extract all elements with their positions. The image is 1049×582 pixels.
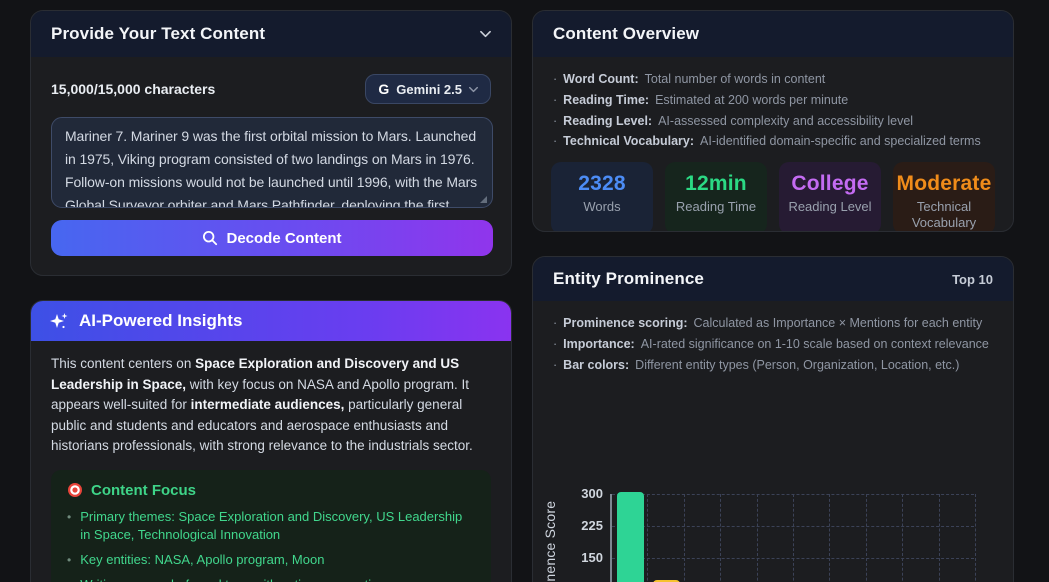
stat-label: Words — [583, 199, 621, 214]
stat-card-technical-vocabulary: Moderate Technical Vocabulary — [893, 162, 995, 231]
stat-value: Moderate — [896, 172, 992, 195]
stat-card-reading-level: College Reading Level — [779, 162, 881, 231]
content-text-input[interactable]: Mariner 7. Mariner 9 was the first orbit… — [51, 117, 493, 208]
stat-label: Technical Vocabulary — [911, 199, 977, 231]
target-icon — [68, 483, 82, 498]
chart-bar[interactable] — [653, 579, 681, 582]
search-icon — [203, 230, 218, 246]
summary-bold-text: Space Exploration and Discovery and US L… — [51, 356, 460, 392]
entity-prominence-header: Entity Prominence Top 10 — [533, 257, 1013, 301]
list-item: · Importance: AI-rated significance on 1-1… — [553, 335, 993, 354]
list-item: • Key entities: NASA, Apollo program, Moo… — [67, 551, 475, 569]
prominence-bar-chart: Prominence Score NASAMoonApollo programM… — [533, 376, 1013, 582]
character-count: 15,000/15,000 characters — [51, 81, 216, 97]
chart-gridline — [938, 494, 940, 582]
overview-bullets: · Word Count: Total number of words in con… — [533, 57, 1013, 151]
list-item: · Reading Level: AI-assessed complexity an… — [553, 112, 993, 131]
bullet-dot: · — [553, 92, 558, 107]
content-overview-panel: Content Overview · Word Count: Total numbe… — [532, 10, 1014, 232]
content-overview-title: Content Overview — [553, 24, 700, 43]
sparkles-icon — [50, 313, 68, 329]
stat-value: College — [791, 172, 869, 195]
bullet-dot: · — [553, 357, 558, 372]
top10-badge: Top 10 — [952, 271, 993, 287]
bullet-dot: · — [553, 316, 558, 330]
stat-value: 2328 — [578, 172, 626, 195]
stat-card-words: 2328 Words — [551, 162, 653, 231]
bullet-dot: · — [553, 336, 558, 351]
content-focus-list: • Primary themes: Space Exploration and D… — [67, 508, 475, 582]
entity-prominence-title: Entity Prominence — [553, 269, 704, 288]
content-focus-title: Content Focus — [91, 481, 196, 499]
content-focus-box: Content Focus • Primary themes: Space Exp… — [51, 469, 491, 582]
stat-value: 12min — [685, 172, 747, 195]
chart-y-tick-label: 225 — [581, 518, 603, 534]
chart-gridline — [793, 494, 794, 582]
decode-content-button[interactable]: Decode Content — [51, 220, 493, 256]
chart-gridline — [756, 494, 758, 582]
chart-gridline — [902, 494, 904, 582]
insights-summary: This content centers on Space Exploratio… — [31, 341, 511, 457]
list-item: · Technical Vocabulary: AI-identified doma… — [553, 132, 993, 151]
chevron-down-icon[interactable] — [480, 30, 491, 38]
list-item: · Prominence scoring: Calculated as Import… — [553, 314, 993, 333]
chart-gridline — [683, 494, 685, 582]
bullet-dot: • — [67, 576, 71, 582]
bullet-dot: · — [553, 113, 558, 128]
textarea-resize-grip[interactable] — [480, 196, 487, 203]
chart-gridline — [975, 494, 976, 582]
ai-insights-title: AI-Powered Insights — [79, 311, 243, 330]
list-item: • Primary themes: Space Exploration and D… — [67, 508, 475, 544]
summary-text: particularly general public and students… — [51, 397, 473, 454]
text-content-panel-title: Provide Your Text Content — [51, 24, 266, 43]
stat-card-reading-time: 12min Reading Time — [665, 162, 767, 231]
ai-insights-header: AI-Powered Insights — [31, 301, 511, 341]
chart-plot-area: NASAMoonApollo programMarsUnited StatesN… — [610, 492, 976, 582]
stats-row: 2328 Words 12min Reading Time College Re… — [551, 162, 995, 231]
text-content-panel: Provide Your Text Content 15,000/15,000 … — [30, 10, 512, 276]
list-item: · Word Count: Total number of words in con… — [553, 70, 993, 89]
summary-text: with key focus on NASA and Apollo progra… — [51, 376, 469, 413]
stat-label: Reading Level — [788, 199, 872, 214]
chevron-down-icon — [469, 86, 478, 92]
entity-bullets: · Prominence scoring: Calculated as Import… — [533, 301, 1013, 374]
content-focus-header: Content Focus — [67, 482, 475, 499]
chart-gridline — [647, 494, 649, 582]
summary-text: This content centers on — [51, 356, 196, 371]
list-item: · Bar colors: Different entity types (Pers… — [553, 356, 993, 375]
decode-content-label: Decode Content — [226, 229, 342, 247]
model-selector-dropdown[interactable]: G Gemini 2.5 — [365, 74, 491, 104]
chart-gridline — [865, 494, 867, 582]
gemini-logo-icon: G — [378, 81, 390, 97]
content-overview-header: Content Overview — [533, 11, 1013, 57]
bullet-dot: • — [67, 509, 72, 524]
chart-y-tick-label: 300 — [581, 486, 603, 502]
bullet-dot: • — [67, 552, 72, 567]
chart-y-tick-label: 150 — [581, 550, 603, 566]
textarea-wrapper: Mariner 7. Mariner 9 was the first orbit… — [51, 117, 493, 208]
stat-label: Reading Time — [675, 199, 757, 214]
list-item: •Writing approach: formal tone with acti… — [67, 576, 475, 582]
list-item: · Reading Time: Estimated at 200 words per… — [553, 91, 993, 110]
chart-bar[interactable] — [616, 492, 644, 582]
chart-gridline — [829, 494, 831, 582]
chart-y-axis-label: Prominence Score — [542, 501, 558, 582]
chart-gridline — [720, 494, 722, 582]
summary-bold-text: intermediate audiences, — [190, 397, 345, 413]
bullet-dot: · — [553, 134, 558, 149]
bullet-dot: · — [553, 72, 558, 86]
text-content-panel-header[interactable]: Provide Your Text Content — [31, 11, 511, 57]
entity-prominence-panel: Entity Prominence Top 10 · Prominence sco… — [532, 256, 1014, 582]
ai-insights-panel: AI-Powered Insights This content centers… — [30, 300, 512, 582]
character-count-row: 15,000/15,000 characters G Gemini 2.5 — [31, 74, 511, 104]
model-selector-label: Gemini 2.5 — [396, 81, 462, 97]
